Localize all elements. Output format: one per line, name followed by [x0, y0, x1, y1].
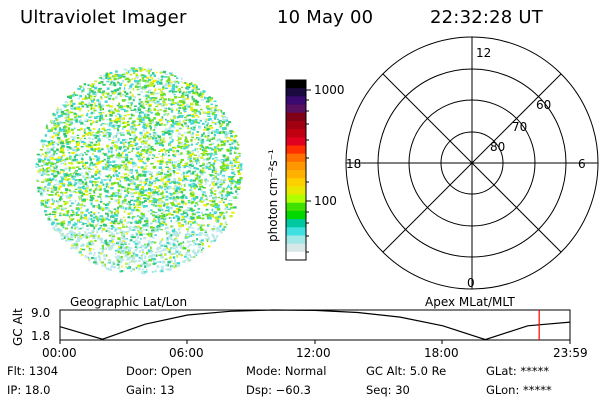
colorbar-label-100: 100 — [314, 194, 337, 208]
lat-label-60: 60 — [536, 98, 552, 112]
colorbar-segment — [286, 137, 306, 147]
info-glat: GLat: ***** — [486, 364, 550, 378]
colorbar-segment — [286, 120, 306, 130]
info-gc-alt: GC Alt: 5.0 Re — [366, 364, 447, 378]
colorbar-segment — [286, 219, 306, 228]
altitude-axis-title: GC Alt — [11, 308, 25, 346]
info-flight: Flt: 1304 — [7, 364, 59, 378]
mlt-label-6: 6 — [578, 157, 586, 171]
colorbar-label-1000: 1000 — [314, 83, 345, 97]
mlt-label-18: 18 — [346, 157, 362, 171]
x-tick-0000: 00:00 — [42, 346, 77, 360]
x-tick-1200: 12:00 — [296, 346, 331, 360]
colorbar-segment — [286, 186, 306, 196]
polar-grid — [345, 36, 599, 290]
mlt-label-0: 0 — [467, 276, 475, 290]
colorbar-segment — [286, 202, 306, 212]
x-tick-0600: 06:00 — [169, 346, 204, 360]
y-tick-9: 9.0 — [31, 306, 51, 320]
colorbar-segment — [286, 210, 306, 220]
info-dsp: Dsp: −60.3 — [246, 383, 311, 397]
colorbar-segment — [286, 251, 306, 261]
colorbar-segment — [286, 161, 306, 171]
colorbar-segment — [286, 243, 306, 253]
x-tick-1800: 18:00 — [424, 346, 459, 360]
colorbar-segment — [286, 104, 306, 114]
colorbar-segment — [286, 227, 306, 237]
colorbar-segment — [286, 96, 306, 106]
colorbar-segment — [286, 88, 306, 97]
lat-label-70: 70 — [512, 120, 528, 134]
instrument-title: Ultraviolet Imager — [20, 7, 187, 28]
header-date: 10 May 00 — [277, 7, 374, 28]
color-bar — [286, 80, 306, 261]
colorbar-segment — [286, 80, 306, 89]
uv-image-disk — [35, 67, 244, 275]
polar-diagonal-2 — [382, 73, 562, 253]
info-gain: Gain: 13 — [126, 383, 175, 397]
info-ip: IP: 18.0 — [7, 383, 51, 397]
altitude-panel-frame — [59, 309, 571, 341]
geographic-title: Geographic Lat/Lon — [70, 295, 188, 309]
lat-label-80: 80 — [490, 140, 506, 154]
colorbar-segment — [286, 153, 306, 163]
colorbar-segment — [286, 178, 306, 187]
colorbar-segment — [286, 194, 306, 204]
header-time: 22:32:28 UT — [430, 7, 543, 28]
apex-title: Apex MLat/MLT — [425, 295, 515, 309]
y-tick-1-8: 1.8 — [31, 329, 51, 343]
info-door: Door: Open — [126, 364, 192, 378]
x-axis-ticks — [59, 340, 571, 344]
altitude-line — [59, 309, 571, 341]
colorbar-segment — [286, 145, 306, 155]
color-bar-frame — [285, 79, 307, 261]
colorbar-segment — [286, 235, 306, 245]
x-tick-2359: 23:59 — [553, 346, 588, 360]
colorbar-segment — [286, 129, 306, 138]
colorbar-minor-ticks — [306, 99, 309, 253]
info-seq: Seq: 30 — [366, 383, 410, 397]
mlt-label-12: 12 — [476, 46, 492, 60]
colorbar-axis-label: photon cm⁻²s⁻¹ — [266, 149, 280, 242]
info-mode: Mode: Normal — [246, 364, 327, 378]
colorbar-segment — [286, 170, 306, 179]
colorbar-segment — [286, 112, 306, 122]
info-glon: GLon: ***** — [486, 383, 552, 397]
